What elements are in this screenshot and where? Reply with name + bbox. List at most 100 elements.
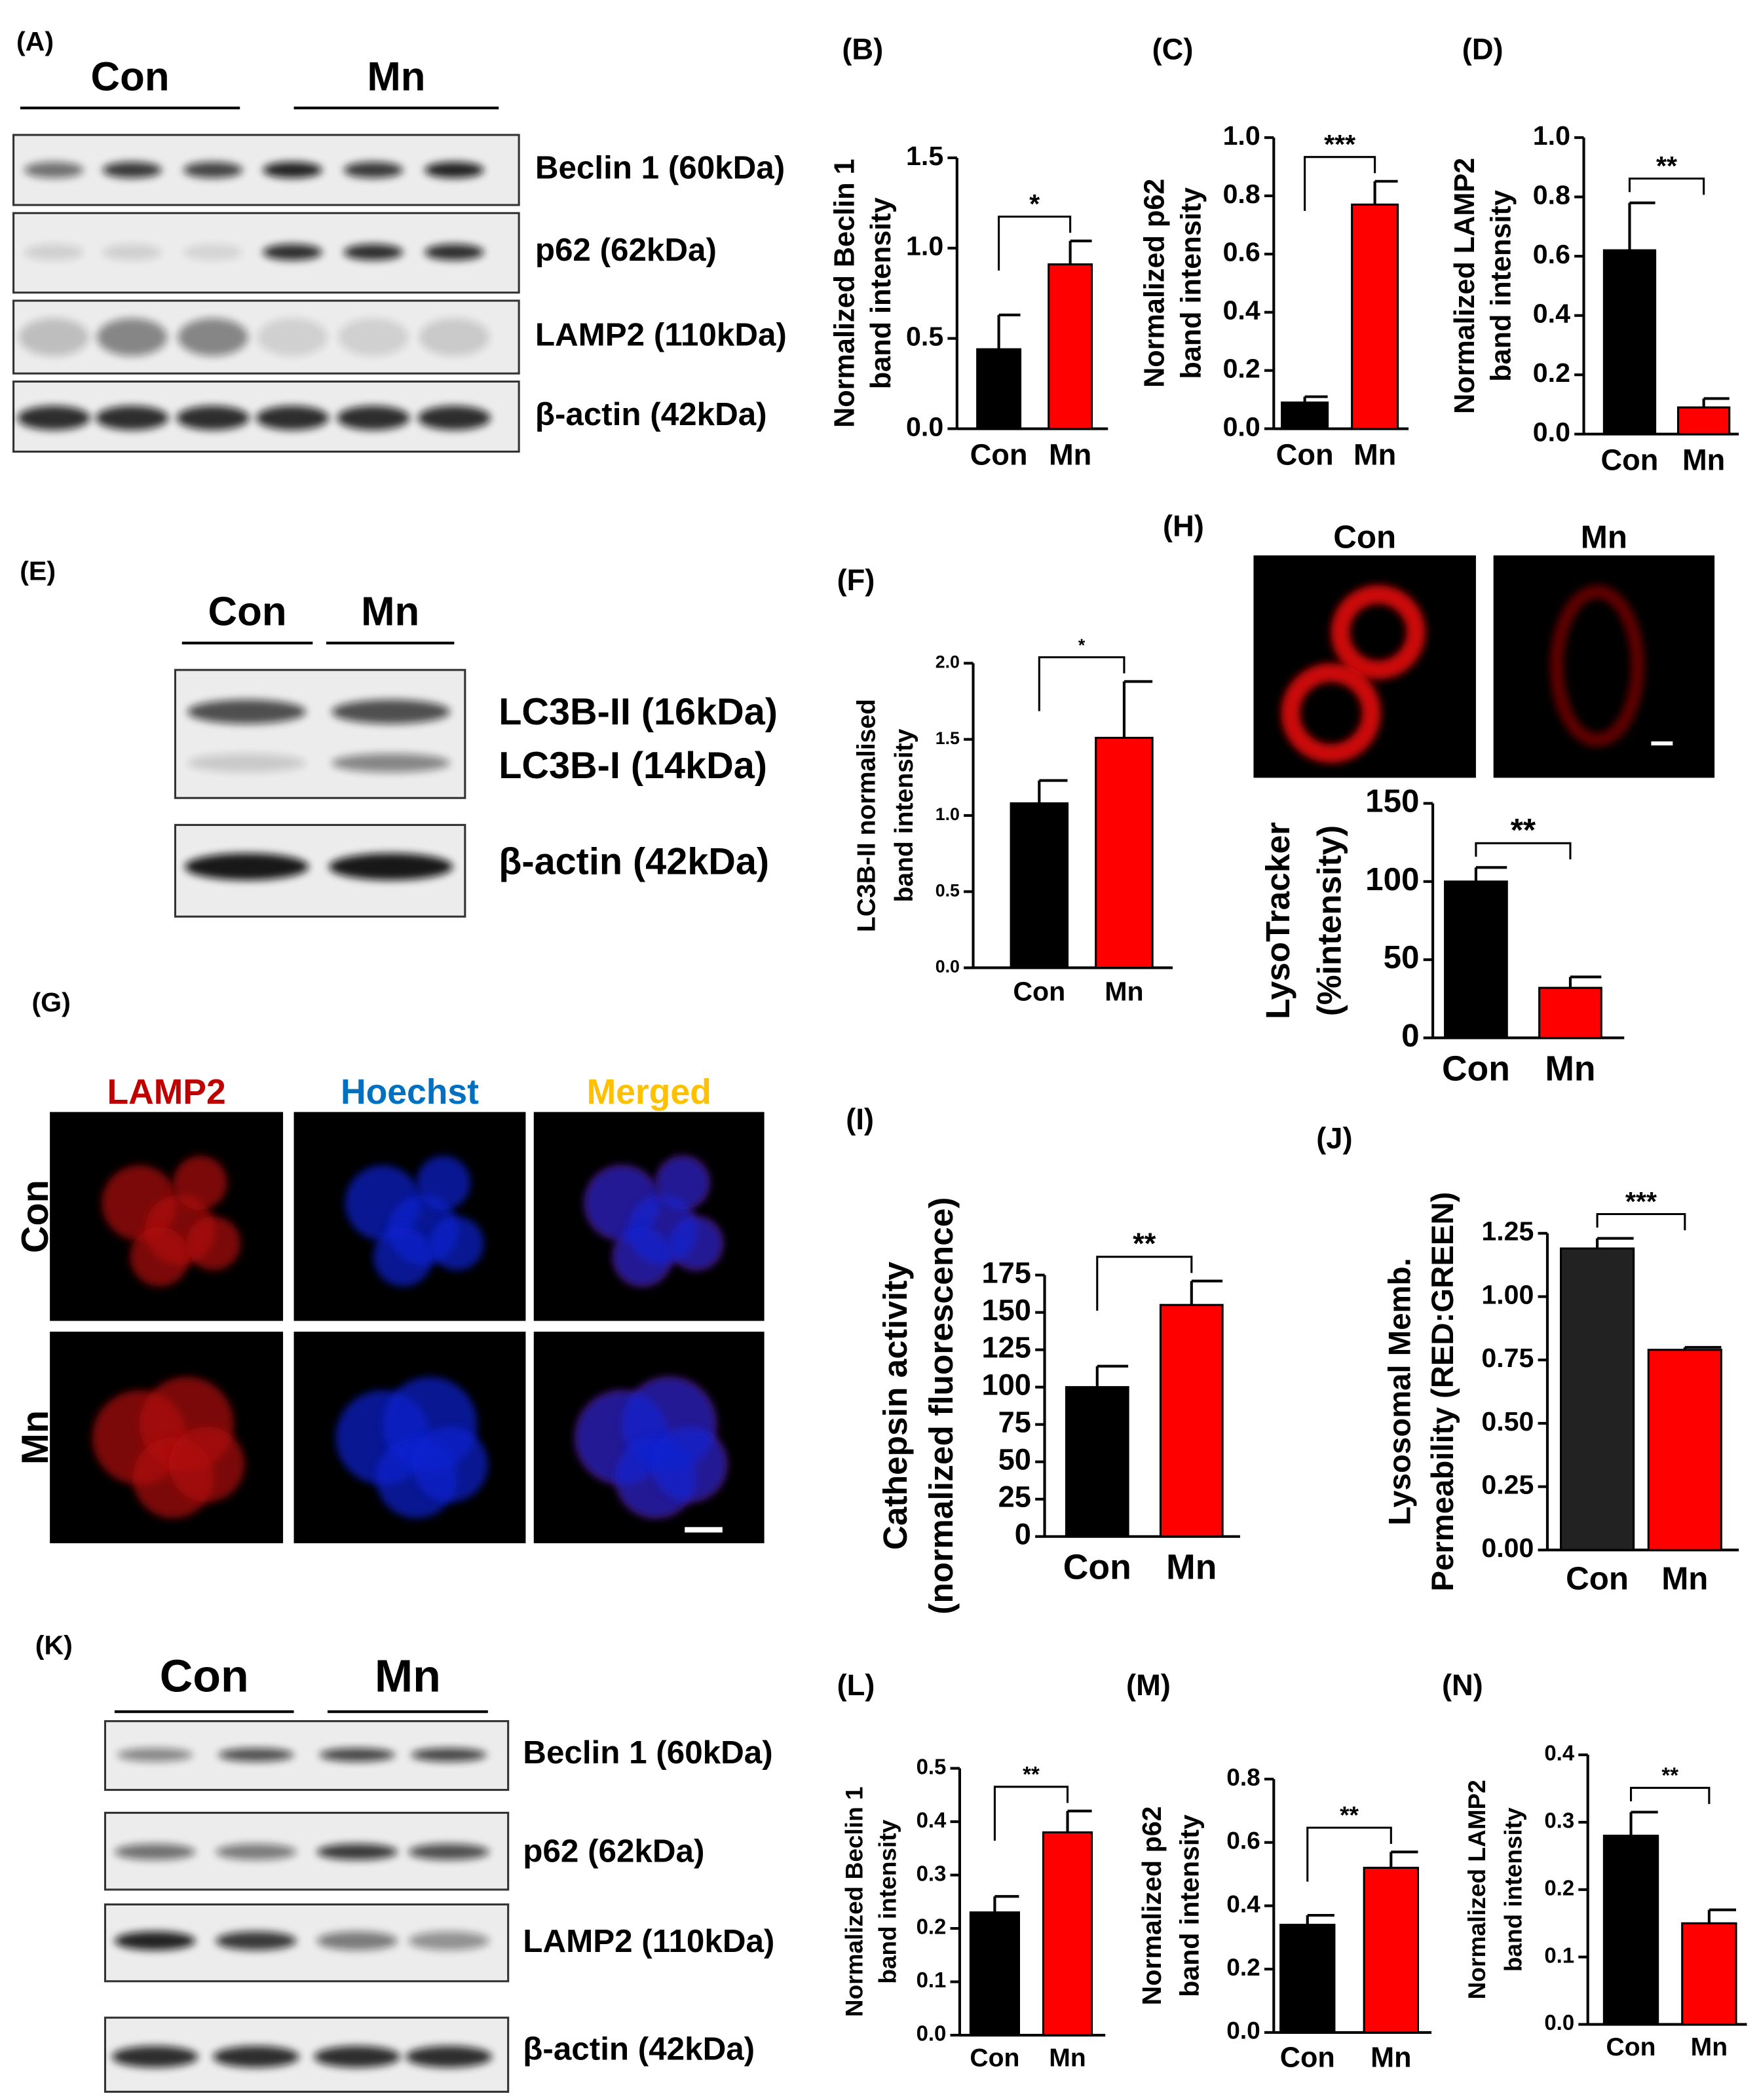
y-tick-label: 0.4: [1533, 299, 1570, 329]
band: [411, 1748, 487, 1762]
band: [176, 405, 250, 430]
x-tick-label: Mn: [1661, 1560, 1708, 1596]
y-tick-label: 1.5: [936, 728, 960, 748]
y-tick-label: 0.4: [1226, 1890, 1260, 1917]
y-axis-label: Cathepsin activity: [876, 1262, 914, 1550]
y-tick-label: 0.2: [917, 1915, 947, 1939]
y-tick-label: 0.3: [917, 1861, 947, 1885]
significance-label: **: [1656, 151, 1677, 181]
y-tick-label: 0.8: [1226, 1763, 1260, 1791]
bar: [1048, 263, 1093, 430]
band: [218, 1748, 294, 1762]
band: [96, 405, 169, 430]
bar: [1602, 249, 1657, 436]
band: [187, 753, 307, 773]
y-axis-label: LC3B-II normalised: [852, 699, 880, 932]
y-tick-label: 150: [981, 1294, 1031, 1327]
y-tick-label: 0.0: [1533, 417, 1570, 447]
significance-bracket: [1304, 156, 1376, 212]
x-tick-label: Mn: [1545, 1049, 1595, 1088]
significance-bracket: [1475, 842, 1572, 859]
band: [425, 244, 484, 261]
y-axis-label: Normalized p62: [1139, 179, 1171, 388]
y-tick-label: 0.00: [1481, 1533, 1534, 1563]
y-tick-label: 0: [1401, 1018, 1419, 1054]
panel-label: (B): [842, 32, 883, 66]
band: [178, 318, 248, 356]
y-tick-label: 100: [1365, 861, 1419, 897]
y-axis-label: Normalized Beclin 1: [829, 159, 860, 428]
x-tick-label: Mn: [1353, 438, 1396, 471]
band-label: β-actin (42kDa): [535, 396, 767, 432]
y-axis-label: Normalized LAMP2: [1449, 158, 1481, 414]
band: [314, 2046, 401, 2068]
x-tick-label: Mn: [1049, 438, 1091, 471]
bar: [1538, 986, 1602, 1040]
significance-label: *: [1078, 635, 1086, 655]
panel-label: (E): [20, 556, 56, 586]
band: [316, 1931, 398, 1951]
column-label: Hoechst: [341, 1073, 479, 1112]
y-tick-label: 0.0: [1226, 2017, 1260, 2044]
band-label: LAMP2 (110kDa): [523, 1923, 774, 1959]
panel-label: (K): [35, 1630, 73, 1660]
significance-label: *: [1029, 189, 1040, 219]
cell: [416, 1155, 471, 1210]
bar: [1560, 1247, 1635, 1551]
band: [184, 853, 309, 880]
scale-bar: [1651, 741, 1673, 746]
y-axis-label: band intensity: [874, 1819, 901, 1983]
bar: [1281, 401, 1329, 430]
y-axis-label: Normalized LAMP2: [1463, 1780, 1490, 1999]
band-label: LAMP2 (110kDa): [535, 317, 787, 353]
panel-label: (D): [1462, 32, 1504, 66]
column-label: LAMP2: [107, 1073, 225, 1112]
band: [408, 1931, 489, 1951]
y-axis-label: band intensity: [1175, 187, 1207, 379]
significance-bracket: [1038, 656, 1125, 711]
band: [114, 1843, 196, 1860]
y-tick-label: 1.0: [1533, 121, 1570, 151]
x-tick-label: Con: [1606, 2033, 1656, 2061]
column-label: Mn: [1581, 519, 1627, 555]
y-tick-label: 0: [1015, 1518, 1031, 1551]
significance-bracket: [1306, 1826, 1392, 1882]
y-tick-label: 0.2: [1544, 1875, 1574, 1900]
band: [263, 244, 322, 261]
x-tick-label: Con: [1013, 976, 1065, 1006]
x-tick-label: Mn: [1105, 976, 1143, 1006]
y-tick-label: 50: [1384, 939, 1420, 975]
y-tick-label: 0.0: [1544, 2010, 1574, 2034]
panel-label: (N): [1442, 1668, 1483, 1702]
band: [255, 405, 330, 430]
band: [97, 318, 168, 356]
group-label: Mn: [367, 54, 425, 100]
y-axis-label: Lysosomal Memb.: [1382, 1258, 1417, 1525]
band: [17, 405, 90, 430]
significance-bracket: [1628, 178, 1705, 195]
panel-label: (J): [1316, 1121, 1352, 1155]
x-tick-label: Mn: [1691, 2033, 1728, 2061]
y-tick-label: 0.0: [917, 2021, 947, 2046]
band: [425, 162, 484, 178]
x-tick-label: Mn: [1682, 443, 1725, 477]
band: [24, 244, 84, 261]
column-label: Con: [1333, 519, 1396, 555]
band: [183, 162, 243, 178]
x-tick-label: Con: [1442, 1049, 1510, 1088]
x-tick-label: Con: [970, 438, 1028, 471]
band: [102, 244, 162, 261]
y-axis-label: (%intensity): [1310, 825, 1348, 1016]
cell: [1281, 663, 1381, 763]
band-label: p62 (62kDa): [523, 1833, 704, 1869]
band-label: β-actin (42kDa): [523, 2031, 755, 2067]
panel-label: (I): [846, 1102, 874, 1136]
row-label: Mn: [14, 1410, 56, 1465]
cell: [655, 1155, 710, 1210]
significance-label: **: [1661, 1763, 1678, 1788]
band: [331, 700, 451, 724]
y-tick-label: 0.8: [1223, 179, 1260, 209]
panel-label: (G): [31, 987, 70, 1017]
y-axis-label: band intensity: [865, 197, 897, 389]
